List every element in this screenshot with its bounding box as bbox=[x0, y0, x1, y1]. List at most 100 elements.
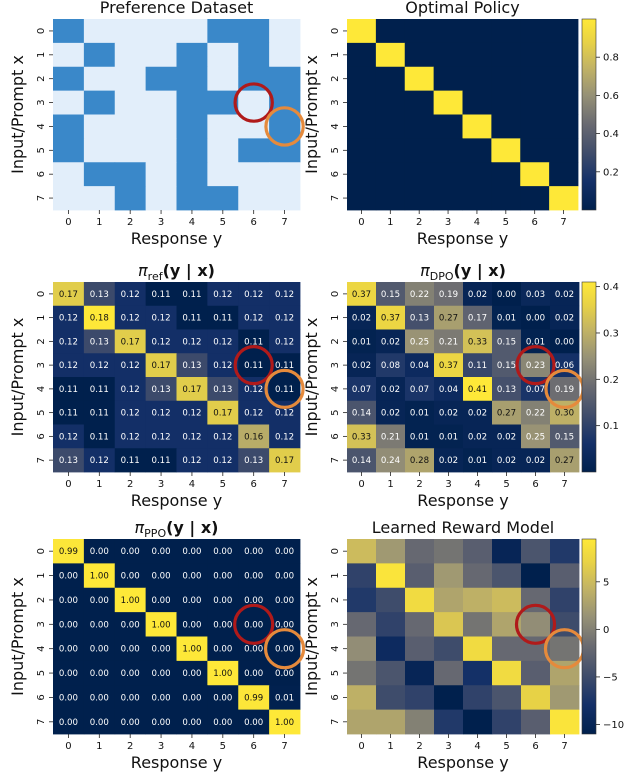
heatmap-cell bbox=[491, 90, 521, 115]
x-tick-label: 7 bbox=[281, 741, 287, 752]
heatmap-cell bbox=[492, 400, 522, 425]
cell-value-label: 0.11 bbox=[213, 314, 232, 324]
cell-value-label: 0.02 bbox=[381, 409, 400, 419]
cell-value-label: 0.00 bbox=[121, 718, 140, 728]
x-axis-label: Response y bbox=[131, 491, 222, 510]
heatmap-cell bbox=[550, 587, 580, 613]
x-tick-label: 5 bbox=[503, 479, 509, 490]
panel-title: Optimal Policy bbox=[405, 0, 519, 17]
x-tick-label: 3 bbox=[158, 741, 164, 752]
heatmap-cell bbox=[405, 448, 435, 473]
heatmap-cell bbox=[550, 377, 580, 402]
heatmap-cell bbox=[145, 587, 177, 613]
heatmap-cell bbox=[269, 162, 301, 187]
cell-value-label: 0.02 bbox=[555, 314, 574, 324]
heatmap-cell bbox=[238, 19, 270, 44]
heatmap-cell bbox=[549, 162, 579, 187]
cell-value-label: 0.24 bbox=[381, 456, 400, 466]
heatmap-cell bbox=[549, 186, 579, 211]
heatmap-cell bbox=[114, 353, 147, 378]
heatmap-cell bbox=[492, 563, 522, 589]
cell-value-label: 0.13 bbox=[244, 456, 263, 466]
heatmap-cell bbox=[207, 424, 239, 449]
heatmap-cell bbox=[176, 162, 208, 187]
heatmap-cell bbox=[145, 42, 177, 68]
heatmap-cell bbox=[207, 377, 239, 402]
heatmap-cell bbox=[462, 186, 492, 211]
y-tick-label: 1 bbox=[36, 572, 47, 578]
x-tick-label: 3 bbox=[158, 217, 164, 228]
heatmap-cell bbox=[114, 612, 147, 637]
cell-value-label: 0.33 bbox=[468, 337, 487, 347]
x-tick-label: 2 bbox=[127, 217, 133, 228]
cell-value-label: 0.13 bbox=[410, 314, 429, 324]
cell-value-label: 0.00 bbox=[90, 620, 109, 630]
cell-value-label: 0.37 bbox=[439, 361, 458, 371]
cell-value-label: 0.12 bbox=[275, 409, 294, 419]
heatmap-cell bbox=[463, 636, 493, 662]
x-tick-label: 2 bbox=[416, 741, 422, 752]
y-tick-label: 6 bbox=[330, 171, 341, 177]
cell-value-label: 0.02 bbox=[497, 456, 516, 466]
heatmap-cell bbox=[207, 186, 239, 211]
heatmap-cell bbox=[114, 563, 147, 589]
heatmap-cell bbox=[376, 377, 406, 402]
x-tick-label: 1 bbox=[387, 217, 393, 228]
heatmap-cell bbox=[347, 162, 377, 187]
colorbar-gradient bbox=[581, 18, 597, 211]
cell-value-label: 0.12 bbox=[213, 290, 232, 300]
cell-value-label: 0.02 bbox=[439, 456, 458, 466]
heatmap-cell bbox=[269, 424, 301, 449]
x-tick-label: 4 bbox=[189, 741, 195, 752]
cell-value-label: 0.11 bbox=[275, 385, 294, 395]
y-tick-label: 5 bbox=[330, 670, 341, 676]
y-tick-label: 4 bbox=[36, 646, 47, 652]
heatmap-cell bbox=[207, 587, 239, 613]
heatmap-cell bbox=[434, 709, 464, 735]
cell-value-label: 0.00 bbox=[182, 669, 201, 679]
heatmap-cell bbox=[347, 587, 377, 613]
heatmap-cell bbox=[550, 329, 580, 354]
heatmap-cell bbox=[176, 66, 208, 92]
x-tick-label: 6 bbox=[532, 479, 538, 490]
cell-value-label: 0.00 bbox=[59, 669, 78, 679]
cell-value-label: 1.00 bbox=[121, 596, 140, 606]
cell-value-label: 0.37 bbox=[352, 290, 371, 300]
cell-value-label: 0.11 bbox=[468, 361, 487, 371]
cell-value-label: 0.15 bbox=[497, 361, 516, 371]
x-tick-label: 2 bbox=[416, 479, 422, 490]
heatmap-cell bbox=[83, 539, 116, 564]
heatmap-cell bbox=[463, 353, 493, 378]
panel-title: Preference Dataset bbox=[100, 0, 254, 17]
heatmap-cell bbox=[53, 66, 85, 92]
heatmap-cell bbox=[521, 563, 551, 589]
cell-value-label: 0.11 bbox=[59, 409, 78, 419]
cell-value-label: 0.12 bbox=[182, 409, 201, 419]
heatmap-cell bbox=[405, 282, 435, 307]
y-tick-label: 1 bbox=[330, 314, 341, 320]
cell-value-label: 0.01 bbox=[439, 432, 458, 442]
x-tick-label: 0 bbox=[65, 217, 71, 228]
cell-value-label: 0.12 bbox=[275, 337, 294, 347]
heatmap-cell bbox=[405, 660, 435, 686]
cell-value-label: 0.01 bbox=[468, 456, 487, 466]
cell-value-label: 0.00 bbox=[121, 572, 140, 582]
colorbar-tick-label: 0.4 bbox=[603, 282, 619, 293]
cell-value-label: 0.12 bbox=[121, 432, 140, 442]
y-tick-label: 2 bbox=[36, 76, 47, 82]
y-tick-label: 1 bbox=[36, 314, 47, 320]
heatmap-cell bbox=[176, 186, 208, 211]
y-axis-label: Input/Prompt x bbox=[8, 318, 27, 437]
heatmap-cell bbox=[145, 19, 177, 44]
cell-value-label: 0.25 bbox=[410, 337, 429, 347]
panel-title: πref(y | x) bbox=[138, 261, 215, 283]
heatmap-cell bbox=[521, 282, 551, 307]
heatmap-cell bbox=[462, 19, 492, 44]
cell-value-label: 0.01 bbox=[526, 337, 545, 347]
cell-value-label: 0.00 bbox=[213, 645, 232, 655]
cell-value-label: 0.00 bbox=[275, 669, 294, 679]
cell-value-label: 0.12 bbox=[121, 385, 140, 395]
heatmap-cell bbox=[114, 186, 147, 211]
heatmap-cell bbox=[549, 66, 579, 92]
heatmap-cell bbox=[405, 424, 435, 449]
